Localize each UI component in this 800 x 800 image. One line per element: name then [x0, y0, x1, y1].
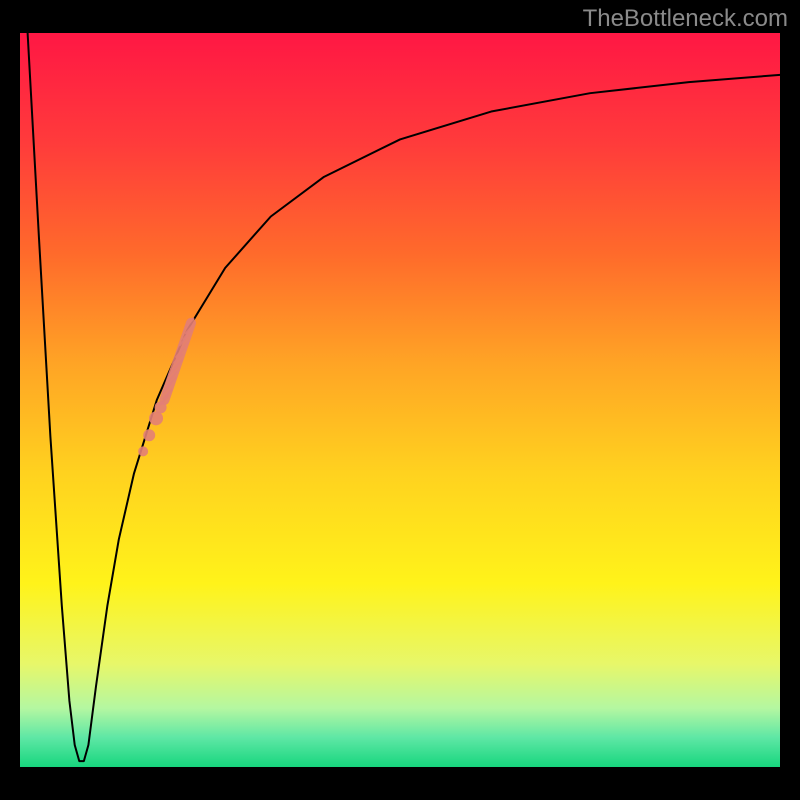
bottleneck-chart: TheBottleneck.com: [0, 0, 800, 800]
plot-background: [20, 33, 780, 767]
watermark-text: TheBottleneck.com: [583, 5, 788, 32]
